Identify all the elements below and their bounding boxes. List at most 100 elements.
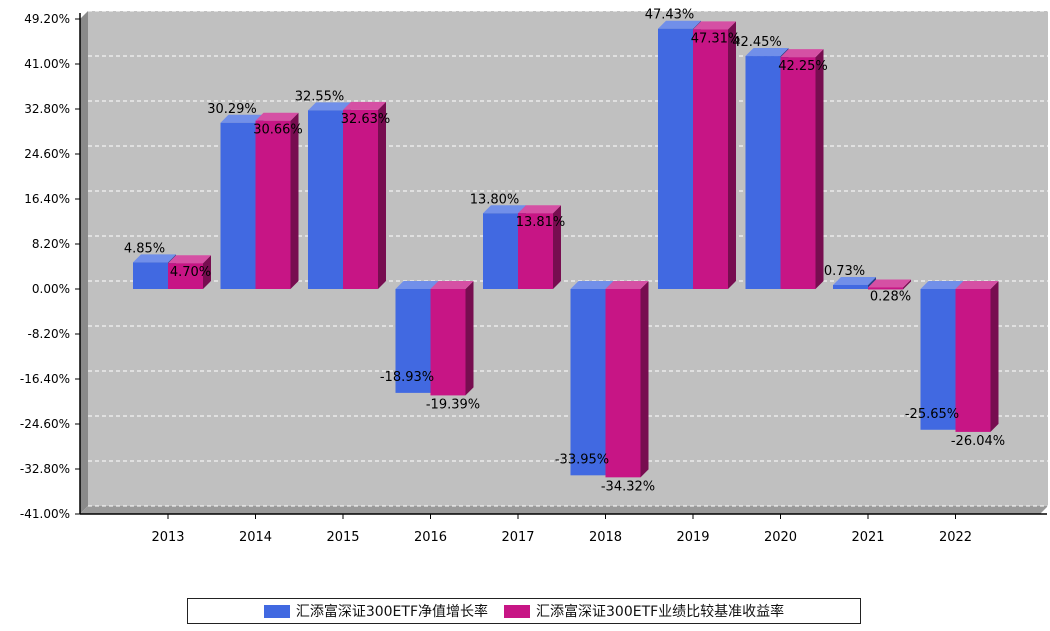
bar-top [955,281,999,289]
data-label: -18.93% [380,370,434,385]
bar-side [728,21,736,290]
data-label: 42.25% [778,59,828,74]
bar-top [483,205,526,214]
data-label: 0.73% [824,264,865,279]
bar-series-2 [955,289,991,432]
bar-top [868,279,911,288]
bar-series-2 [255,120,291,290]
bar-series-1 [658,28,693,290]
bar-top [395,281,439,289]
y-tick-label: -24.60% [20,417,70,431]
y-tick-label: 49.20% [24,12,70,26]
bar-top [780,49,824,58]
data-label: -25.65% [905,407,959,422]
data-label: 30.66% [253,123,303,138]
data-label: 0.28% [870,289,911,304]
bar-series-2 [780,57,816,289]
bar-side [553,205,561,289]
data-label: 47.43% [645,8,695,23]
bar-series-1 [745,56,781,290]
bar-series-1 [220,122,256,290]
bar-top [605,281,649,289]
chart-legend: 汇添富深证300ETF净值增长率 汇添富深证300ETF业绩比较基准收益率 [187,598,861,624]
legend-label-series-1: 汇添富深证300ETF净值增长率 [295,604,488,620]
bar-top [308,102,351,111]
plot-left-wall [80,11,88,514]
legend-item-series-1: 汇添富深证300ETF净值增长率 [263,601,488,621]
bar-side [203,255,211,289]
bar-side [990,281,999,432]
y-tick-label: 41.00% [24,57,70,71]
bar-top [745,48,789,57]
legend-label-series-2: 汇添富深证300ETF业绩比较基准收益率 [536,604,785,620]
y-tick-label: 24.60% [24,147,70,161]
y-tick-label: 8.20% [32,237,70,251]
bar-series-2 [868,287,903,290]
bar-series-1 [920,289,956,430]
bar-side [815,49,824,289]
bar-top [658,20,701,29]
bar-side [640,281,649,478]
bar-series-1 [133,262,168,289]
bar-top [220,114,264,123]
x-tick-label: 2017 [501,530,534,545]
bar-top [168,255,211,264]
bar-top [430,281,474,289]
x-tick-label: 2018 [589,530,622,545]
bar-series-2 [168,263,203,289]
data-label: 32.63% [341,112,391,127]
x-tick-label: 2014 [239,530,272,545]
bar-series-1 [833,284,868,289]
bar-side [290,112,299,290]
x-tick-label: 2016 [414,530,447,545]
y-tick-label: -41.00% [20,507,70,521]
x-tick-label: 2021 [851,530,884,545]
y-tick-label: 16.40% [24,192,70,206]
bar-top [693,21,736,30]
bar-top [833,276,876,285]
data-label: 13.81% [516,215,566,230]
bar-side [465,281,474,396]
y-tick-label: 0.00% [32,282,70,296]
bar-series-2 [518,213,553,289]
bar-series-2 [605,289,641,478]
legend-item-series-2: 汇添富深证300ETF业绩比较基准收益率 [504,601,784,621]
bar-top [255,112,299,121]
bar-side [378,101,386,290]
bar-chart: 49.20% 41.00% 32.80% 24.60% 16.40% 8.20% 0.00%… [20,8,1048,545]
y-tick-label: -8.20% [28,327,70,341]
bar-top [570,281,614,289]
plot-floor [80,506,1048,514]
data-label: -33.95% [555,452,609,467]
data-label: 4.70% [170,265,211,280]
bar-series-1 [483,213,518,289]
data-label: 13.80% [470,192,520,207]
bar-top [518,205,561,214]
x-tick-label: 2015 [326,530,359,545]
bar-series-1 [570,289,606,476]
data-label: -34.32% [601,479,655,494]
y-tick-label: 32.80% [24,102,70,116]
legend-swatch-series-2 [504,604,530,618]
data-label: -26.04% [951,434,1005,449]
bar-series-2 [430,289,466,396]
bar-series-1 [308,110,343,289]
x-tick-label: 2019 [676,530,709,545]
x-tick-label: 2013 [151,530,184,545]
bar-top [343,101,386,110]
bar-top [133,254,176,263]
y-tick-label: -32.80% [20,462,70,476]
bar-series-1 [395,289,431,393]
data-label: 47.31% [691,31,741,46]
bar-series-2 [343,109,378,290]
y-tick-label: -16.40% [20,372,70,386]
x-tick-label: 2020 [764,530,797,545]
x-tick-label: 2022 [939,530,972,545]
legend-swatch-series-1 [263,604,290,618]
bar-top [920,281,964,289]
data-label: -19.39% [426,397,480,412]
data-label: 32.55% [295,89,345,104]
data-label: 4.85% [124,241,165,256]
data-label: 42.45% [732,35,782,50]
bar-side [903,279,911,290]
